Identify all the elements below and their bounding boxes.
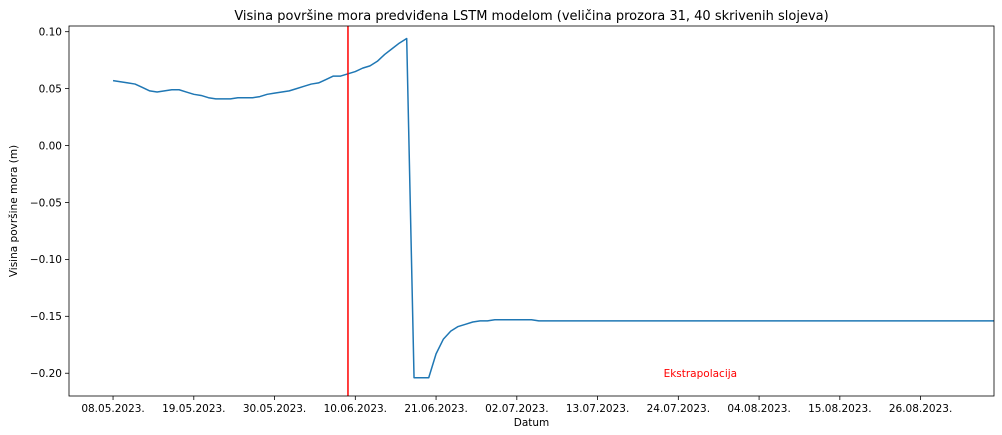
y-axis: 0.10 0.05 0.00 −0.05 −0.10 −0.15 −0.20 [30,26,69,380]
series-line [112,37,994,379]
y-tick-label: −0.05 [30,197,62,209]
y-tick-label: 0.00 [39,140,62,152]
x-tick-label: 24.07.2023. [647,403,710,415]
x-tick-label: 08.05.2023. [81,403,144,415]
y-tick-label: −0.10 [30,254,62,266]
plot-background [69,26,994,396]
y-axis-label: Visina površine mora (m) [8,145,20,277]
x-tick-label: 30.05.2023. [243,403,306,415]
x-axis-label: Datum [514,417,550,429]
x-tick-label: 15.08.2023. [808,403,871,415]
x-tick-label: 21.06.2023. [404,403,467,415]
x-tick-label: 26.08.2023. [889,403,952,415]
y-tick-label: −0.20 [30,368,62,380]
chart-title: Visina površine mora predviđena LSTM mod… [234,9,828,24]
x-tick-label: 04.08.2023. [727,403,790,415]
x-axis: 08.05.2023. 19.05.2023. 30.05.2023. 10.06.2… [81,396,952,415]
plot-content: Ekstrapolacija [112,26,994,396]
y-tick-label: 0.10 [39,26,62,38]
x-tick-label: 13.07.2023. [566,403,629,415]
y-tick-label: −0.15 [30,311,62,323]
y-tick-label: 0.05 [39,83,62,95]
x-tick-label: 02.07.2023. [485,403,548,415]
plot-frame [68,25,995,397]
x-tick-label: 10.06.2023. [324,403,387,415]
extrapolation-annotation: Ekstrapolacija [664,368,738,380]
x-tick-label: 19.05.2023. [162,403,225,415]
